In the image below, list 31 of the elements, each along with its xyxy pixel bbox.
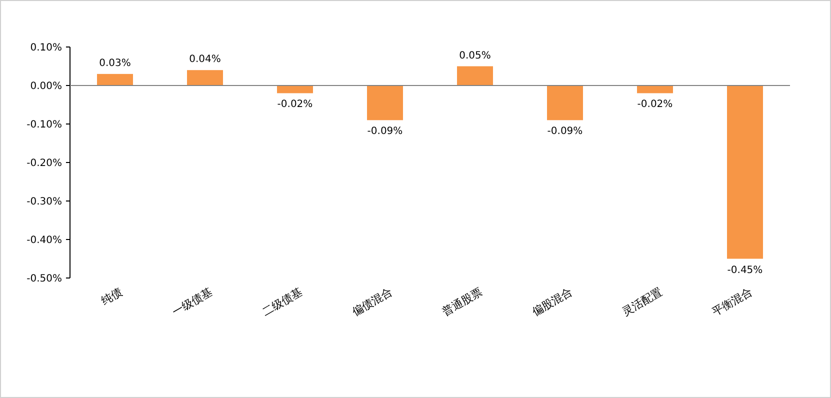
data-label: 0.04% — [189, 54, 221, 66]
data-label: 0.03% — [99, 58, 131, 69]
x-tick-label: 平衡混合 — [710, 285, 754, 319]
data-label: -0.45% — [727, 264, 763, 276]
bar — [457, 66, 493, 86]
x-tick-label: 纯债 — [98, 285, 124, 308]
x-tick-label: 偏股混合 — [530, 285, 574, 319]
data-label: -0.02% — [637, 99, 673, 110]
data-label: 0.05% — [459, 50, 491, 62]
x-tick-label: 偏债混合 — [350, 285, 394, 319]
data-label: -0.09% — [547, 126, 583, 138]
y-tick-label: -0.10% — [26, 120, 62, 130]
x-tick-label: 灵活配置 — [620, 285, 664, 319]
y-tick-label: 0.10% — [30, 42, 62, 54]
bar — [187, 70, 223, 86]
y-tick-label: -0.30% — [26, 196, 62, 208]
bar — [547, 86, 583, 120]
x-tick-label: 一级债基 — [170, 285, 214, 319]
x-tick-label: 普通股票 — [440, 285, 484, 319]
y-tick-label: -0.50% — [26, 274, 62, 284]
bar — [97, 74, 133, 86]
bar — [277, 86, 313, 94]
bar — [727, 86, 763, 259]
y-tick-label: -0.40% — [26, 235, 62, 246]
bar — [637, 86, 673, 94]
x-tick-label: 二级债基 — [260, 285, 304, 319]
data-label: -0.02% — [277, 99, 313, 110]
bar — [367, 86, 403, 120]
data-label: -0.09% — [367, 126, 403, 138]
y-tick-label: -0.20% — [26, 158, 62, 169]
y-tick-label: 0.00% — [30, 81, 62, 92]
